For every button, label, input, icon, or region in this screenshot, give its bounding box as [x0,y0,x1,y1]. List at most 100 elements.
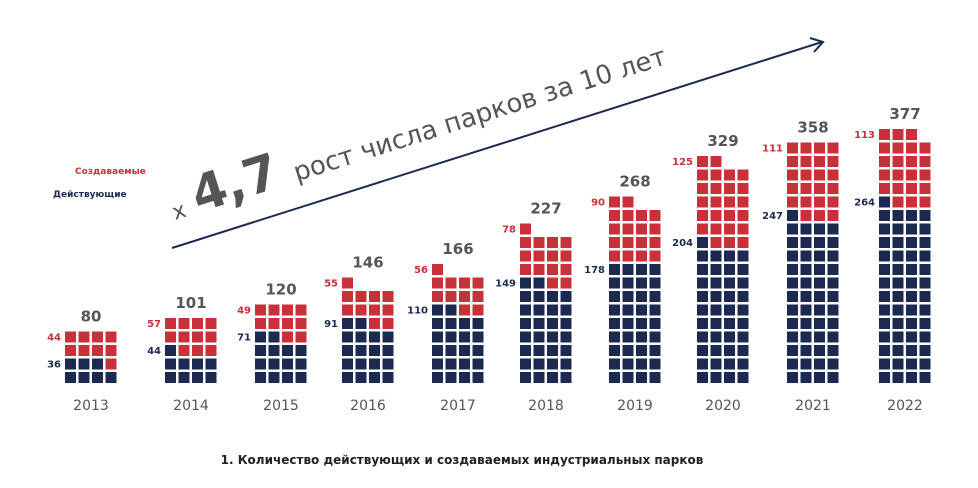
square-operating [906,304,917,316]
year-label: 2014 [173,398,209,414]
square-operating [697,372,708,383]
square-created [787,183,798,194]
square-operating [710,345,722,356]
square-operating [879,223,890,235]
square-operating [472,331,484,343]
square-created [787,169,798,181]
square-operating [787,277,798,289]
square-created [255,304,266,316]
square-operating [65,372,76,383]
square-operating [622,372,634,383]
square-operating [800,304,812,316]
square-created [879,183,890,194]
square-created [919,196,931,208]
square-created [255,318,266,329]
square-operating [919,372,931,383]
square-created [342,277,353,289]
square-operating [919,345,931,356]
square-operating [919,237,931,248]
square-operating [710,331,722,343]
square-operating [255,372,266,383]
square-operating [787,237,798,248]
square-operating [814,264,825,275]
square-created [533,264,545,275]
square-created [459,304,470,316]
square-created [369,304,380,316]
square-operating [78,372,90,383]
square-created [520,237,531,248]
created-value-label: 78 [502,225,516,236]
square-operating [649,277,661,289]
square-operating [724,264,735,275]
square-created [697,169,708,181]
square-operating [892,331,904,343]
square-created [906,183,917,194]
square-operating [649,358,661,370]
square-operating [814,331,825,343]
square-created [459,291,470,302]
created-value-label: 90 [591,198,605,209]
square-operating [560,358,572,370]
square-operating [892,223,904,235]
square-operating [636,331,647,343]
square-operating [459,358,470,370]
square-created [814,196,825,208]
created-value-label: 111 [762,144,783,155]
square-operating [547,372,558,383]
square-operating [737,331,749,343]
square-operating [724,277,735,289]
square-created [560,237,572,248]
square-created [649,250,661,262]
square-operating [342,318,353,329]
square-operating [547,345,558,356]
square-operating [649,318,661,329]
square-operating [533,372,545,383]
square-operating [892,304,904,316]
square-operating [622,291,634,302]
square-created [787,196,798,208]
square-operating [737,358,749,370]
total-value-label: 120 [265,281,296,299]
square-created [892,129,904,140]
year-label: 2017 [440,398,476,414]
square-created [827,196,839,208]
square-operating [800,223,812,235]
square-created [78,345,90,356]
square-operating [710,304,722,316]
square-created [919,142,931,154]
square-operating [814,250,825,262]
square-created [78,331,90,343]
square-operating [382,345,394,356]
square-operating [472,345,484,356]
square-operating [800,318,812,329]
square-created [827,142,839,154]
square-operating [724,304,735,316]
square-operating [533,331,545,343]
square-created [906,156,917,167]
growth-arrow-line [171,41,823,249]
square-created [724,210,735,221]
square-created [827,183,839,194]
square-operating [787,250,798,262]
total-value-label: 80 [81,308,102,326]
square-created [205,331,217,343]
square-operating [737,318,749,329]
square-operating [622,264,634,275]
square-created [609,196,620,208]
square-operating [906,237,917,248]
square-operating [879,210,890,221]
square-created [369,318,380,329]
square-operating [636,318,647,329]
square-created [165,331,176,343]
legend-operating: Действующие [53,190,127,200]
arrow-head-icon [809,37,825,53]
square-created [205,345,217,356]
square-operating [787,345,798,356]
square-operating [533,277,545,289]
square-created [697,183,708,194]
square-operating [697,358,708,370]
square-created [892,169,904,181]
square-operating [800,277,812,289]
square-operating [165,345,176,356]
square-created [636,223,647,235]
